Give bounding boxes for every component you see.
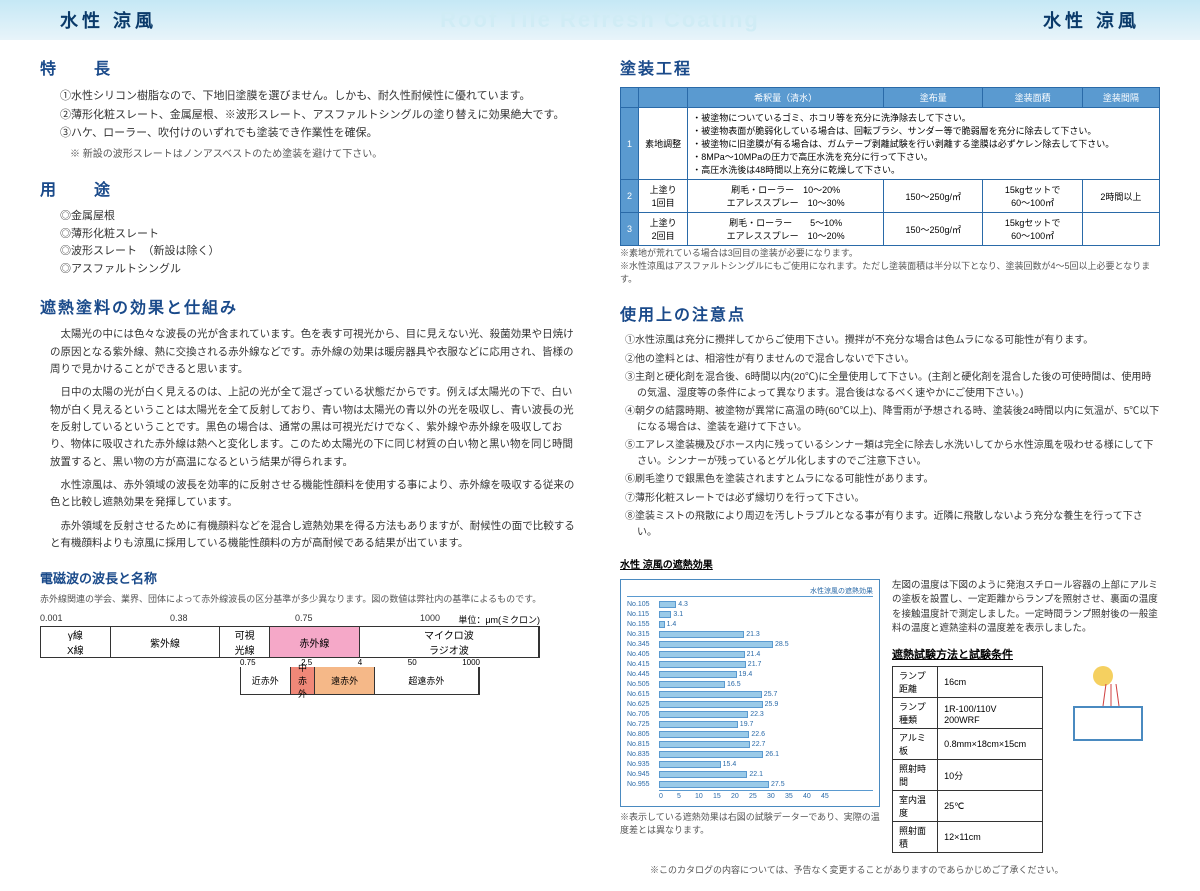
chart-desc: 左図の温度は下図のように発泡スチロール容器の上部にアルミの塗板を設置し、一定距離… <box>892 579 1160 636</box>
heat-chart: 水性涼風の遮熱効果Nо.1054.3Nо.1153.1Nо.1551.4Nо.3… <box>620 579 880 807</box>
main-content: 特 長 ①水性シリコン樹脂なので、下地旧塗膜を選びません。しかも、耐久性耐候性に… <box>0 40 1200 891</box>
features-title: 特 長 <box>40 55 580 79</box>
use-item: ◎金属屋根 <box>60 208 580 226</box>
mechanism-section: 遮熱塗料の効果と仕組み 太陽光の中には色々な波長の光が含まれています。色を表す可… <box>40 294 580 552</box>
test-diagram <box>1053 666 1160 756</box>
lower-right-block: 水性涼風の遮熱効果Nо.1054.3Nо.1153.1Nо.1551.4Nо.3… <box>620 579 1160 853</box>
wavelength-main-row: γ線 X線紫外線可視 光線赤外線マイクロ波 ラジオ波 <box>40 626 540 658</box>
rays-icon <box>1101 684 1121 709</box>
uses-title: 用 途 <box>40 176 580 200</box>
header-title-right: 水性 涼風 <box>1043 7 1140 33</box>
header-title-left: 水性 涼風 <box>60 7 157 33</box>
mechanism-title: 遮熱塗料の効果と仕組み <box>40 294 580 318</box>
caution-title: 使用上の注意点 <box>620 301 1160 325</box>
container-box-icon <box>1073 706 1143 741</box>
process-note: ※素地が荒れている場合は3回目の塗装が必要になります。 <box>620 246 1160 259</box>
chart-note: ※表示している遮熱効果は右図の試験データーであり、実際の温度差とは異なります。 <box>620 810 880 836</box>
mechanism-para: 水性涼風は、赤外領域の波長を効率的に反射させる機能性顔料を使用する事により、赤外… <box>50 477 580 512</box>
features-section: 特 長 ①水性シリコン樹脂なので、下地旧塗膜を選びません。しかも、耐久性耐候性に… <box>40 55 580 160</box>
test-conditions-table: ランプ距離16cmランプ種類1R-100/110V 200WRFアルミ板0.8m… <box>892 666 1043 853</box>
uses-section: 用 途 ◎金属屋根 ◎薄形化粧スレート ◎波形スレート （新設は除く） ◎アスフ… <box>40 176 580 278</box>
wavelength-section: 電磁波の波長と名称 赤外線関連の学会、業界、団体によって赤外線波長の区分基準が多… <box>40 568 580 695</box>
wavelength-title: 電磁波の波長と名称 <box>40 568 580 587</box>
uses-list: ◎金属屋根 ◎薄形化粧スレート ◎波形スレート （新設は除く） ◎アスファルトシ… <box>60 208 580 278</box>
feature-item: ②薄形化粧スレート、金属屋根、※波形スレート、アスファルトシングルの塗り替えに効… <box>60 106 580 125</box>
process-note: ※水性涼風はアスファルトシングルにもご使用になれます。ただし塗装面積は半分以下と… <box>620 259 1160 285</box>
header-band: 水性 涼風 Roof Tile Refresh Coating 水性 涼風 <box>0 0 1200 40</box>
mechanism-para: 日中の太陽の光が白く見えるのは、上記の光が全て混ざっている状態だからです。例えば… <box>50 384 580 471</box>
feature-item: ③ハケ、ローラー、吹付けのいずれでも塗装でき作業性を確保。 <box>60 124 580 143</box>
test-title: 遮熱試験方法と試験条件 <box>892 646 1160 662</box>
features-note: ※ 新設の波形スレートはノンアスベストのため塗装を避けて下さい。 <box>70 145 580 160</box>
wavelength-sub-row: 近赤外中 赤 外遠赤外超遠赤外 <box>240 667 480 695</box>
features-list: ①水性シリコン樹脂なので、下地旧塗膜を選びません。しかも、耐久性耐候性に優れてい… <box>60 87 580 143</box>
chart-title: 水性 涼風の遮熱効果 <box>620 556 1160 571</box>
feature-item: ①水性シリコン樹脂なので、下地旧塗膜を選びません。しかも、耐久性耐候性に優れてい… <box>60 87 580 106</box>
disclaimer: ※このカタログの内容については、予告なく変更することがありますのであらかじめご了… <box>650 863 1160 876</box>
process-section: 塗装工程 希釈量（清水）塗布量塗装面積塗装間隔1素地調整・被塗物についているゴミ… <box>620 55 1160 285</box>
use-item: ◎薄形化粧スレート <box>60 226 580 244</box>
wavelength-note: 赤外線関連の学会、業界、団体によって赤外線波長の区分基準が多少異なります。図の数… <box>40 592 580 605</box>
mechanism-para: 赤外領域を反射させるために有機顔料などを混合し遮熱効果を得る方法もありますが、耐… <box>50 518 580 553</box>
watermark-text: Roof Tile Refresh Coating <box>440 7 760 33</box>
right-column: 塗装工程 希釈量（清水）塗布量塗装面積塗装間隔1素地調整・被塗物についているゴミ… <box>620 55 1160 876</box>
process-title: 塗装工程 <box>620 55 1160 79</box>
process-table: 希釈量（清水）塗布量塗装面積塗装間隔1素地調整・被塗物についているゴミ、ホコリ等… <box>620 87 1160 246</box>
lamp-icon <box>1093 666 1113 686</box>
wavelength-diagram: 0.0010.380.751000 単位：μm(ミクロン) γ線 X線紫外線可視… <box>40 613 580 695</box>
use-item: ◎アスファルトシングル <box>60 261 580 279</box>
caution-section: 使用上の注意点 ①水性涼風は充分に攪拌してからご使用下さい。攪拌が不充分な場合は… <box>620 301 1160 540</box>
use-item: ◎波形スレート （新設は除く） <box>60 243 580 261</box>
caution-list: ①水性涼風は充分に攪拌してからご使用下さい。攪拌が不充分な場合は色ムラになる可能… <box>625 333 1160 540</box>
left-column: 特 長 ①水性シリコン樹脂なので、下地旧塗膜を選びません。しかも、耐久性耐候性に… <box>40 55 580 876</box>
mechanism-para: 太陽光の中には色々な波長の光が含まれています。色を表す可視光から、目に見えない光… <box>50 326 580 378</box>
